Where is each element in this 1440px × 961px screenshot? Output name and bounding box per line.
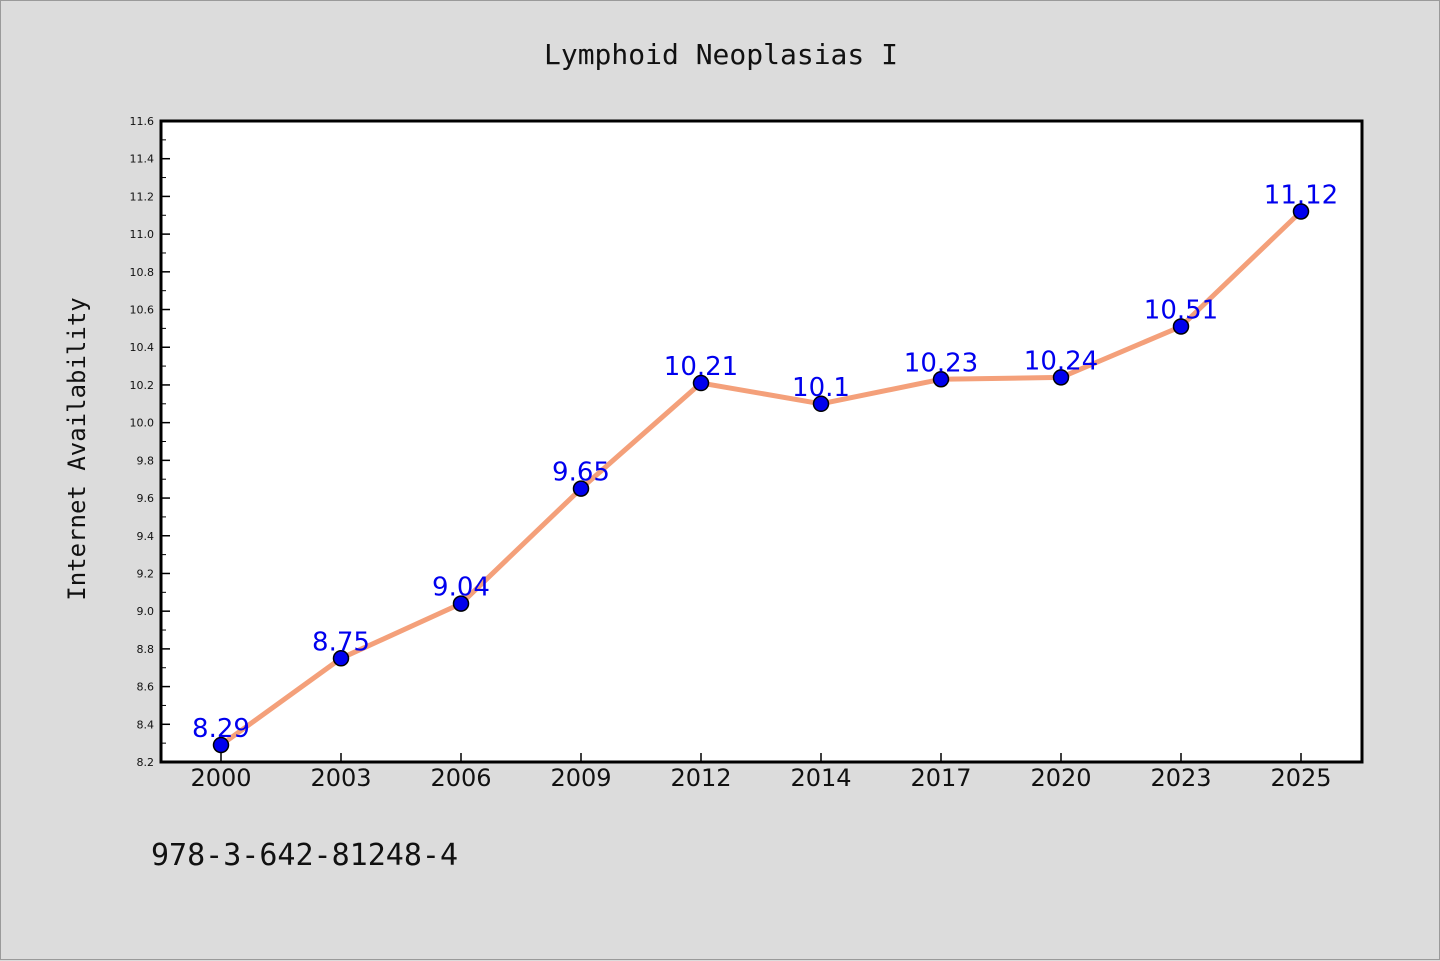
series-line-group [218, 208, 1304, 748]
x-tick-label: 2025 [1270, 764, 1331, 792]
data-point [1172, 318, 1190, 335]
data-label: 9.04 [432, 573, 490, 603]
y-tick-label: 9.2 [137, 567, 155, 580]
y-axis: 8.2 8.4 8.6 8.8 9.0 9.2 9.4 9.6 9.8 10.0 10.2 10.4 1… [130, 115, 170, 769]
data-point [692, 374, 710, 392]
y-tick-label: 11.2 [130, 190, 155, 203]
data-labels-group: 8.29 8.75 9.04 9.65 10.21 10.1 10.23 10.24 10.51… [192, 180, 1338, 744]
y-tick-label: 11.0 [130, 228, 155, 241]
x-tick-label: 2012 [670, 764, 731, 792]
data-label: 10.23 [904, 348, 978, 378]
data-point [812, 395, 830, 413]
x-tick-label: 2017 [910, 764, 971, 792]
x-tick-label: 2000 [190, 764, 251, 792]
x-tick-label: 2006 [430, 764, 491, 792]
data-label: 10.21 [664, 352, 738, 382]
markers-group [212, 203, 1310, 754]
y-tick-label: 9.6 [137, 492, 155, 505]
y-tick-label: 10.4 [130, 341, 155, 354]
x-axis: 2000 2003 2006 2009 2012 2014 2017 2020 2023 2025 [190, 753, 1332, 792]
y-tick-label: 11.6 [130, 115, 155, 128]
x-tick-label: 2020 [1030, 764, 1091, 792]
y-tick-label: 9.8 [137, 454, 155, 467]
data-point [1292, 203, 1310, 220]
y-tick-label: 8.6 [137, 681, 155, 694]
data-point [1052, 369, 1070, 386]
y-tick-label: 8.8 [137, 643, 155, 656]
series-line [218, 208, 1304, 748]
y-tick-label: 9.0 [137, 605, 155, 618]
footer-isbn: 978-3-642-81248-4 [151, 838, 458, 873]
y-tick-label: 10.8 [130, 266, 155, 279]
chart-title: Lymphoid Neoplasias I [544, 38, 898, 71]
y-tick-label: 10.6 [130, 304, 155, 317]
data-label: 11.12 [1264, 180, 1338, 210]
y-tick-label: 10.2 [130, 379, 155, 392]
y-tick-label: 10.0 [130, 417, 155, 430]
y-tick-label: 11.4 [130, 153, 155, 166]
x-tick-label: 2023 [1150, 764, 1211, 792]
plot-area [159, 119, 1364, 764]
data-point [332, 650, 350, 667]
y-tick-label: 8.4 [137, 718, 155, 731]
y-tick-label: 9.4 [137, 530, 155, 543]
data-label: 9.65 [552, 458, 610, 488]
data-label: 8.29 [192, 714, 250, 744]
data-point [452, 595, 470, 612]
data-point [212, 736, 230, 754]
x-tick-label: 2003 [310, 764, 371, 792]
x-tick-label: 2009 [550, 764, 611, 792]
y-tick-label: 8.2 [137, 756, 155, 769]
x-tick-label: 2014 [790, 764, 851, 792]
y-axis-label: Internet Availability [63, 297, 91, 600]
data-label: 10.24 [1024, 346, 1098, 376]
data-label: 10.1 [792, 373, 850, 403]
data-point [932, 371, 950, 388]
data-label: 10.51 [1144, 295, 1218, 325]
data-point [572, 480, 590, 497]
data-label: 8.75 [312, 627, 370, 657]
